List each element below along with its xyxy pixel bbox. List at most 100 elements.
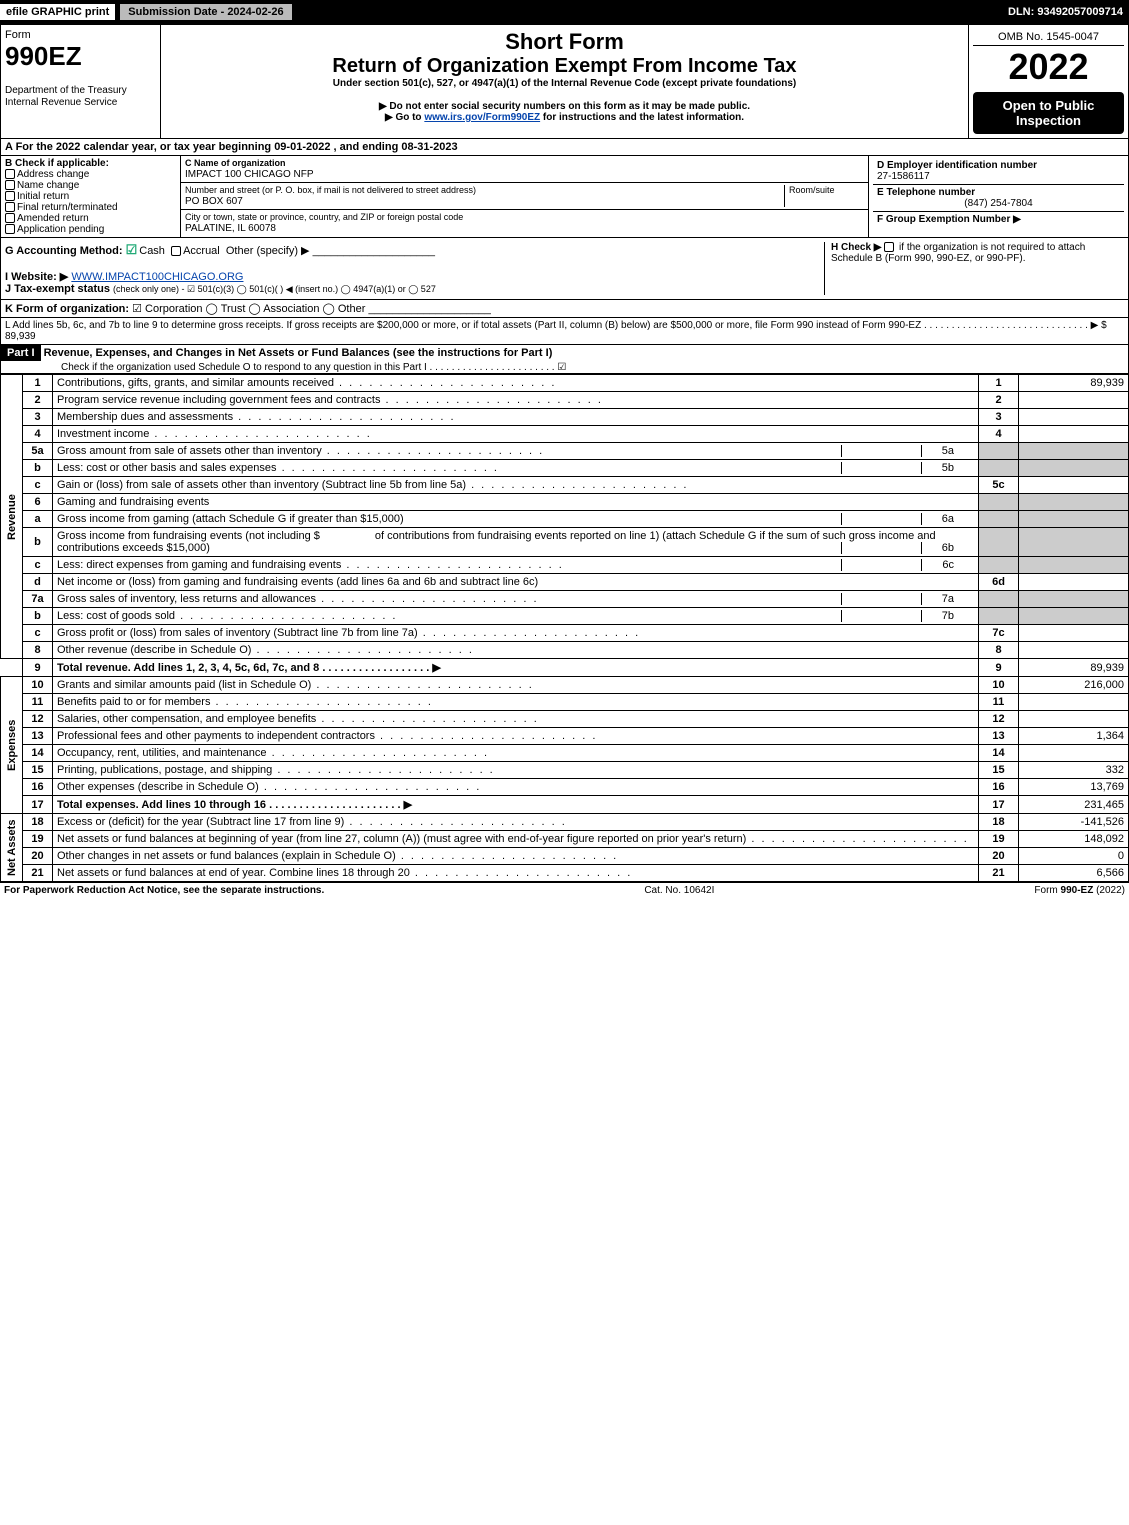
irs-label: Internal Revenue Service (5, 97, 117, 108)
sub-no: 6a (921, 513, 974, 525)
h-label: H Check ▶ (831, 242, 884, 253)
line-amt (1019, 711, 1129, 728)
part1-title: Revenue, Expenses, and Changes in Net As… (44, 347, 553, 359)
sub-no: 6c (921, 559, 974, 571)
line-no: c (23, 477, 53, 494)
line-desc: Membership dues and assessments (53, 409, 979, 426)
g-other: Other (specify) ▶ (226, 245, 310, 257)
subtitle-code: Under section 501(c), 527, or 4947(a)(1)… (165, 78, 964, 89)
line-desc: Net assets or fund balances at beginning… (53, 831, 979, 848)
line-desc: Gross amount from sale of assets other t… (57, 445, 544, 457)
line-amt-no: 1 (979, 375, 1019, 392)
cb-amended: Amended return (17, 213, 89, 224)
line-amt (1019, 574, 1129, 591)
checkbox-icon[interactable] (5, 169, 15, 179)
line-desc: Printing, publications, postage, and shi… (53, 762, 979, 779)
form-label: Form (5, 29, 31, 41)
line-desc: Benefits paid to or for members (53, 694, 979, 711)
line-no: 21 (23, 865, 53, 882)
line-amt-no: 14 (979, 745, 1019, 762)
checkbox-icon[interactable] (884, 242, 894, 252)
line-amt-no: 15 (979, 762, 1019, 779)
line-amt (1019, 409, 1129, 426)
netassets-sidebar: Net Assets (1, 814, 23, 882)
line-amt-no: 13 (979, 728, 1019, 745)
line-no: b (23, 608, 53, 625)
section-de: D Employer identification number 27-1586… (868, 156, 1128, 237)
dln: DLN: 93492057009714 (1008, 6, 1129, 18)
org-city: PALATINE, IL 60078 (185, 223, 276, 234)
g-accrual: Accrual (183, 245, 220, 257)
check-icon: ☑ (126, 242, 138, 257)
line-amt: 0 (1019, 848, 1129, 865)
line-desc: Less: direct expenses from gaming and fu… (57, 559, 564, 571)
footer-center: Cat. No. 10642I (644, 885, 714, 896)
efile-label: efile GRAPHIC print (0, 4, 117, 20)
tax-year: 2022 (973, 46, 1124, 88)
line-desc: Gross profit or (loss) from sales of inv… (53, 625, 979, 642)
website-link[interactable]: WWW.IMPACT100CHICAGO.ORG (71, 271, 243, 283)
line-desc: Net income or (loss) from gaming and fun… (53, 574, 979, 591)
line-desc: Gross income from gaming (attach Schedul… (57, 513, 404, 525)
shade-cell (979, 608, 1019, 625)
line-amt: 89,939 (1019, 375, 1129, 392)
j-label: J Tax-exempt status (5, 283, 110, 295)
line-amt-no: 10 (979, 677, 1019, 694)
line-no: 4 (23, 426, 53, 443)
j-text: (check only one) - ☑ 501(c)(3) ◯ 501(c)(… (113, 284, 436, 294)
part1-checkline: Check if the organization used Schedule … (1, 362, 566, 373)
g-cash: Cash (139, 245, 165, 257)
checkbox-icon[interactable] (5, 213, 15, 223)
f-label: F Group Exemption Number ▶ (877, 214, 1021, 225)
expenses-sidebar: Expenses (1, 677, 23, 814)
line-amt-no: 17 (979, 796, 1019, 814)
checkbox-icon[interactable] (5, 224, 15, 234)
line-desc: Salaries, other compensation, and employ… (53, 711, 979, 728)
sub-no: 7a (921, 593, 974, 605)
line-no: 7a (23, 591, 53, 608)
line-amt-no: 4 (979, 426, 1019, 443)
line-amt: 6,566 (1019, 865, 1129, 882)
line-amt: 1,364 (1019, 728, 1129, 745)
section-b: B Check if applicable: Address change Na… (1, 156, 181, 237)
line-amt-no: 9 (979, 659, 1019, 677)
line-amt: 216,000 (1019, 677, 1129, 694)
top-bar: efile GRAPHIC print Submission Date - 20… (0, 0, 1129, 24)
shade-cell (979, 443, 1019, 460)
checkbox-icon[interactable] (5, 180, 15, 190)
sub-no: 6b (921, 542, 974, 554)
part1-label: Part I (1, 345, 41, 361)
line-amt (1019, 426, 1129, 443)
footer-left: For Paperwork Reduction Act Notice, see … (4, 885, 324, 896)
shade-cell (1019, 557, 1129, 574)
form-number: 990EZ (5, 41, 82, 71)
sub-no: 5b (921, 462, 974, 474)
line-amt-no: 21 (979, 865, 1019, 882)
line-desc: Other revenue (describe in Schedule O) (53, 642, 979, 659)
addr-label: Number and street (or P. O. box, if mail… (185, 185, 476, 195)
checkbox-icon[interactable] (171, 246, 181, 256)
goto-link[interactable]: www.irs.gov/Form990EZ (424, 112, 540, 123)
line-amt-no: 7c (979, 625, 1019, 642)
line-no: 2 (23, 392, 53, 409)
line-desc: Other expenses (describe in Schedule O) (53, 779, 979, 796)
line-desc: Total revenue. Add lines 1, 2, 3, 4, 5c,… (57, 662, 441, 674)
shade-cell (979, 460, 1019, 477)
line-desc: Investment income (53, 426, 979, 443)
checkbox-icon[interactable] (5, 202, 15, 212)
line-desc: Less: cost or other basis and sales expe… (57, 462, 499, 474)
ssn-warning: ▶ Do not enter social security numbers o… (165, 101, 964, 112)
sub-no: 7b (921, 610, 974, 622)
line-no: c (23, 557, 53, 574)
line-amt-no: 19 (979, 831, 1019, 848)
line-desc: Gaming and fundraising events (53, 494, 979, 511)
line-desc: Other changes in net assets or fund bala… (53, 848, 979, 865)
shade-cell (1019, 528, 1129, 557)
footer-right: Form 990-EZ (2022) (1034, 885, 1125, 896)
goto-line: ▶ Go to www.irs.gov/Form990EZ for instru… (165, 112, 964, 123)
telephone: (847) 254-7804 (877, 198, 1120, 209)
line-no: 5a (23, 443, 53, 460)
line-amt-no: 3 (979, 409, 1019, 426)
checkbox-icon[interactable] (5, 191, 15, 201)
lines-table: Revenue 1 Contributions, gifts, grants, … (0, 374, 1129, 882)
